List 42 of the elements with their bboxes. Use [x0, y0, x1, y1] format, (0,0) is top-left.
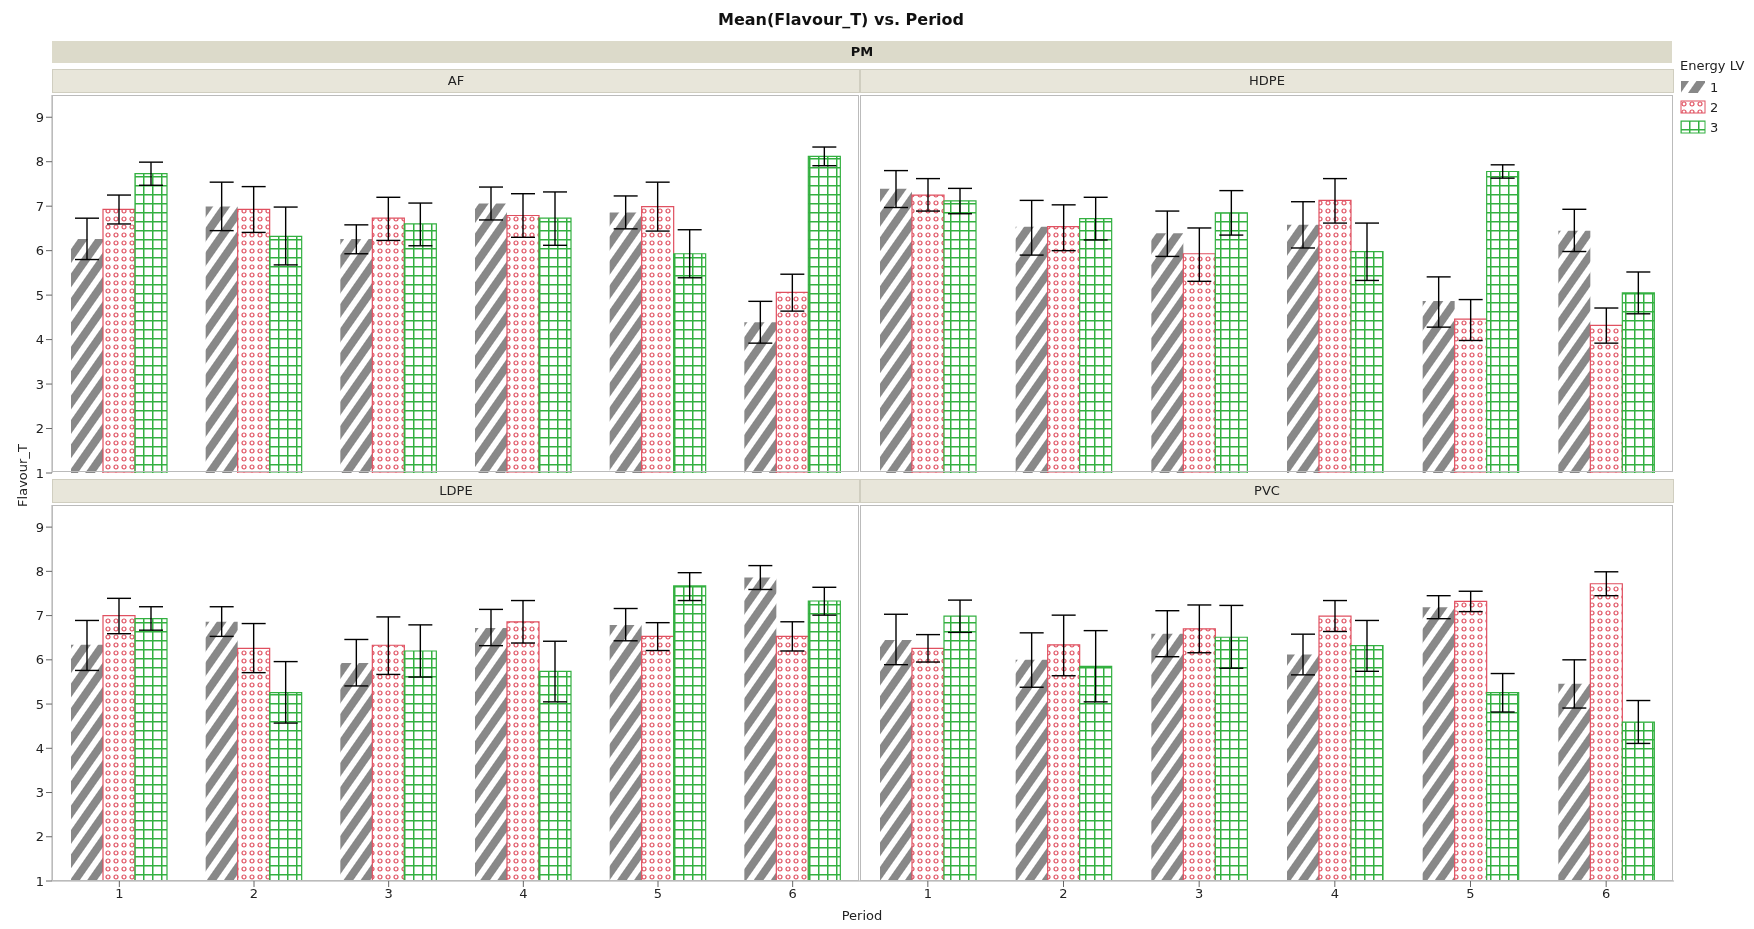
y-tick-label: 4 [35, 332, 44, 348]
x-tick-label: 4 [1330, 886, 1339, 902]
y-tick-label: 1 [35, 873, 44, 889]
y-tick-label: 6 [35, 243, 44, 259]
y-tick-label: 5 [35, 696, 44, 712]
chart-title: LDPE [52, 479, 860, 503]
x-tick-label: 1 [115, 886, 124, 902]
legend-label: 3 [1710, 119, 1719, 135]
x-tick-label: 5 [653, 886, 663, 902]
x-tick-label: 3 [1195, 886, 1204, 902]
x-tick-label: 6 [788, 886, 797, 902]
y-tick-label: 2 [35, 829, 44, 845]
y-tick-label: 3 [35, 376, 44, 392]
x-tick-label: 3 [384, 886, 393, 902]
text: Mean(Flavour_T) vs. Period [717, 10, 965, 29]
chart-title: AF [52, 69, 860, 93]
y-tick-label: 7 [35, 198, 44, 214]
legend-label: 1 [1710, 79, 1719, 95]
y-tick-label: 4 [35, 740, 44, 756]
y-tick-label: 3 [35, 785, 44, 801]
x-tick-label: 1 [923, 886, 932, 902]
y-tick-label: 9 [35, 519, 44, 535]
x-axis-title: Period [840, 908, 884, 923]
y-tick-label: 8 [35, 154, 44, 170]
y-tick-label: 9 [35, 109, 44, 125]
y-tick-label: 6 [35, 652, 44, 668]
legend-title: Energy LV [1680, 58, 1745, 73]
y-tick-label: 8 [35, 563, 44, 579]
x-tick-label: 2 [249, 886, 259, 902]
y-tick-label: 1 [35, 465, 44, 481]
y-tick-label: 7 [35, 608, 44, 624]
x-tick-label: 5 [1466, 886, 1475, 902]
x-tick-label: 2 [1059, 886, 1068, 902]
chart-title: HDPE [860, 69, 1674, 93]
legend-label: 2 [1710, 99, 1719, 115]
x-tick-label: 6 [1602, 886, 1611, 902]
y-tick-label: 5 [35, 287, 44, 303]
x-tick-label: 4 [519, 886, 528, 902]
y-axis-title: Flavour_T [14, 443, 30, 509]
chart-title: PVC [860, 479, 1674, 503]
y-tick-label: 2 [35, 421, 44, 437]
text: PM [52, 41, 1672, 63]
